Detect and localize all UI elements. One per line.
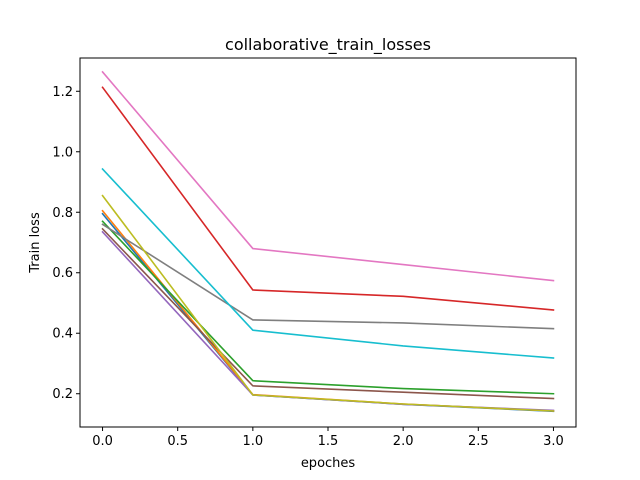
x-axis-ticks: 0.0 0.5 1.0 1.5 2.0 2.5 3.0 bbox=[92, 427, 564, 449]
x-tick-label: 2.0 bbox=[393, 434, 414, 449]
x-tick-label: 3.0 bbox=[543, 434, 564, 449]
x-axis-label: epoches bbox=[301, 456, 356, 471]
x-tick-label: 0.5 bbox=[167, 434, 188, 449]
y-tick-label: 1.0 bbox=[52, 145, 73, 160]
plot-area-frame bbox=[79, 57, 577, 428]
series-line-3 bbox=[101, 220, 555, 395]
y-tick-label: 1.2 bbox=[52, 85, 73, 100]
series-line-6 bbox=[101, 227, 555, 400]
x-tick-label: 1.0 bbox=[243, 434, 264, 449]
series-line-4 bbox=[101, 86, 555, 311]
x-tick-label: 0.0 bbox=[92, 434, 113, 449]
y-axis-label: Train loss bbox=[28, 212, 43, 274]
series-line-9 bbox=[101, 194, 555, 412]
series-line-8 bbox=[101, 223, 555, 330]
y-axis-ticks: 0.2 0.4 0.6 0.8 1.0 1.2 bbox=[52, 85, 80, 402]
x-tick-label: 1.5 bbox=[318, 434, 339, 449]
x-tick-label: 2.5 bbox=[468, 434, 489, 449]
y-tick-label: 0.6 bbox=[52, 266, 73, 281]
chart-title: collaborative_train_losses bbox=[225, 35, 431, 55]
y-tick-label: 0.2 bbox=[52, 387, 73, 402]
series-lines bbox=[101, 70, 555, 413]
y-tick-label: 0.4 bbox=[52, 327, 73, 342]
y-tick-label: 0.8 bbox=[52, 206, 73, 221]
series-line-7 bbox=[101, 70, 555, 282]
series-line-10 bbox=[101, 167, 555, 359]
